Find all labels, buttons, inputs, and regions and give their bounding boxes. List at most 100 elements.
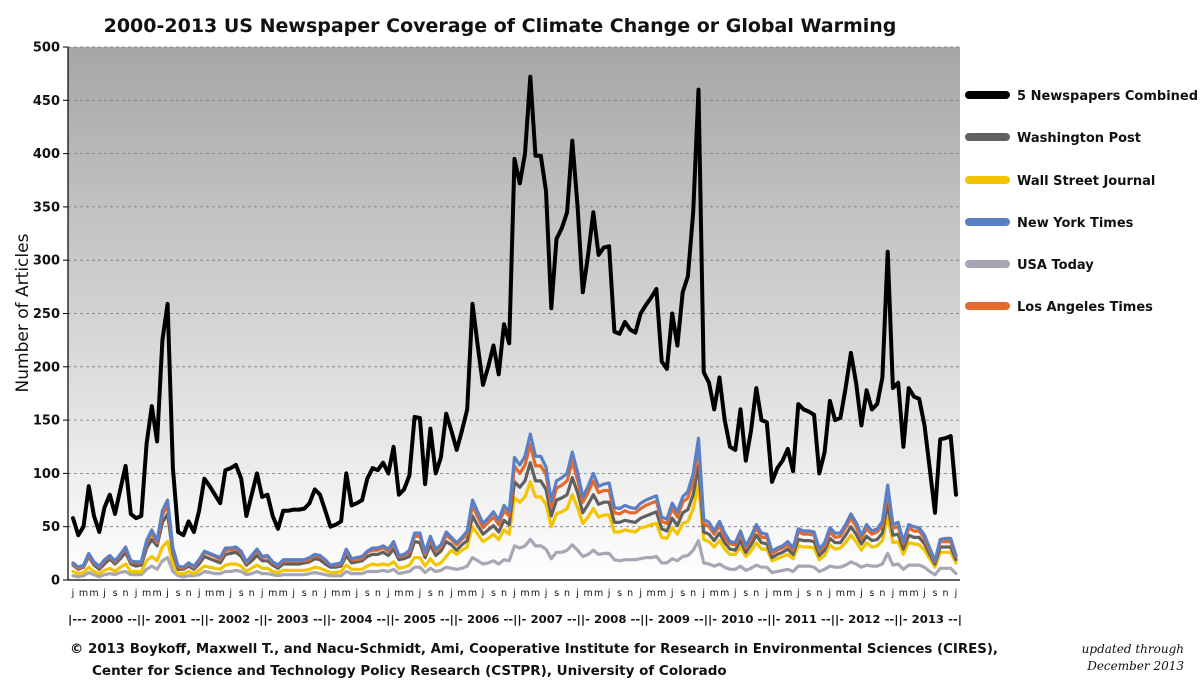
x-tick-label: j xyxy=(638,588,642,599)
x-tick-label: m xyxy=(152,588,161,599)
x-tick-label: m xyxy=(268,588,277,599)
x-tick-label: m xyxy=(720,588,729,599)
x-tick-label: m xyxy=(647,588,656,599)
x-tick-label: m xyxy=(657,588,666,599)
y-tick-label: 50 xyxy=(42,520,60,535)
x-tick-label: m xyxy=(583,588,592,599)
series-line-washington-post xyxy=(71,461,958,571)
x-tick-label: j xyxy=(165,588,169,599)
x-tick-label: m xyxy=(331,588,340,599)
x-tick-label: j xyxy=(512,588,516,599)
legend-label: Los Angeles Times xyxy=(1017,300,1153,315)
x-tick-label: m xyxy=(710,588,719,599)
x-tick-label: m xyxy=(205,588,214,599)
chart-title: 2000-2013 US Newspaper Coverage of Clima… xyxy=(104,15,897,37)
x-tick-label: n xyxy=(564,588,570,599)
x-tick-label: s xyxy=(932,588,937,599)
x-tick-label: m xyxy=(899,588,908,599)
x-tick-label: j xyxy=(386,588,390,599)
x-tick-label: m xyxy=(909,588,918,599)
x-tick-label: n xyxy=(249,588,255,599)
x-tick-label: j xyxy=(733,588,737,599)
updated-date-label: December 2013 xyxy=(1086,659,1184,673)
x-tick-label: n xyxy=(753,588,759,599)
x-tick-label: j xyxy=(891,588,895,599)
x-tick-label: j xyxy=(828,588,832,599)
x-tick-label: m xyxy=(394,588,403,599)
x-tick-label: n xyxy=(438,588,444,599)
series-lines xyxy=(71,74,958,579)
series-line-usa-today xyxy=(71,537,958,579)
x-tick-label: n xyxy=(690,588,696,599)
x-tick-label: s xyxy=(428,588,433,599)
series-line-wall-street-journal xyxy=(71,480,958,576)
x-tick-label: j xyxy=(670,588,674,599)
x-tick-label: j xyxy=(355,588,359,599)
x-tick-label: m xyxy=(142,588,151,599)
x-tick-label: m xyxy=(89,588,98,599)
x-tick-label: m xyxy=(836,588,845,599)
x-tick-label: m xyxy=(79,588,88,599)
x-tick-label: j xyxy=(102,588,106,599)
x-tick-label: n xyxy=(123,588,129,599)
x-tick-label: j xyxy=(134,588,138,599)
legend-label: USA Today xyxy=(1017,258,1094,273)
x-tick-label: j xyxy=(701,588,705,599)
x-tick-label: j xyxy=(575,588,579,599)
x-tick-label: s xyxy=(869,588,874,599)
series-line-5-newspapers-combined xyxy=(71,74,958,538)
x-tick-label: j xyxy=(418,588,422,599)
x-tick-label: m xyxy=(773,588,782,599)
x-tick-label: m xyxy=(216,588,225,599)
y-tick-label: 150 xyxy=(33,414,60,429)
y-axis-label: Number of Articles xyxy=(13,233,33,392)
x-tick-label: j xyxy=(954,588,958,599)
x-tick-label: j xyxy=(764,588,768,599)
y-tick-label: 250 xyxy=(33,307,60,322)
legend: 5 Newspapers Combined Washington Post Wall… xyxy=(965,89,1198,315)
x-tick-label: j xyxy=(481,588,485,599)
x-tick-label: j xyxy=(607,588,611,599)
x-tick-label: s xyxy=(365,588,370,599)
x-tick-label: m xyxy=(457,588,466,599)
x-tick-label: m xyxy=(783,588,792,599)
x-tick-label: j xyxy=(228,588,232,599)
x-tick-label: j xyxy=(544,588,548,599)
x-tick-label: n xyxy=(627,588,633,599)
y-tick-label: 300 xyxy=(33,254,60,269)
x-tick-label: n xyxy=(816,588,822,599)
x-tick-label: m xyxy=(594,588,603,599)
x-tick-label: m xyxy=(468,588,477,599)
x-tick-label: n xyxy=(879,588,885,599)
x-tick-label: s xyxy=(302,588,307,599)
x-tick-label: s xyxy=(113,588,118,599)
legend-label: New York Times xyxy=(1017,216,1134,231)
y-axis: 0 50 100 150 200 250 300 350 400 450 500 xyxy=(33,41,69,589)
x-tick-label: s xyxy=(743,588,748,599)
legend-label: 5 Newspapers Combined xyxy=(1017,89,1198,104)
x-tick-label: n xyxy=(312,588,318,599)
credit-line-1: © 2013 Boykoff, Maxwell T., and Nacu-Sch… xyxy=(70,641,998,657)
updated-through-label: updated through xyxy=(1082,642,1184,656)
x-tick-label: n xyxy=(942,588,948,599)
x-tick-label: j xyxy=(260,588,264,599)
legend-label: Washington Post xyxy=(1017,131,1141,146)
year-strip: |--- 2000 --||- 2001 --||- 2002 -||- 200… xyxy=(68,613,962,626)
credit-line-2: Center for Science and Technology Policy… xyxy=(92,663,727,679)
x-tick-label: n xyxy=(501,588,507,599)
x-tick-label: s xyxy=(239,588,244,599)
x-tick-label: j xyxy=(323,588,327,599)
y-tick-label: 400 xyxy=(33,147,60,162)
x-tick-label: j xyxy=(71,588,75,599)
y-tick-label: 350 xyxy=(33,200,60,215)
x-tick-label: s xyxy=(554,588,559,599)
x-tick-label: m xyxy=(405,588,414,599)
x-tick-label: m xyxy=(342,588,351,599)
x-tick-label: m xyxy=(531,588,540,599)
x-tick-label: n xyxy=(375,588,381,599)
y-tick-label: 500 xyxy=(33,41,60,56)
series-line-new-york-times xyxy=(71,432,958,569)
x-tick-label: n xyxy=(186,588,192,599)
